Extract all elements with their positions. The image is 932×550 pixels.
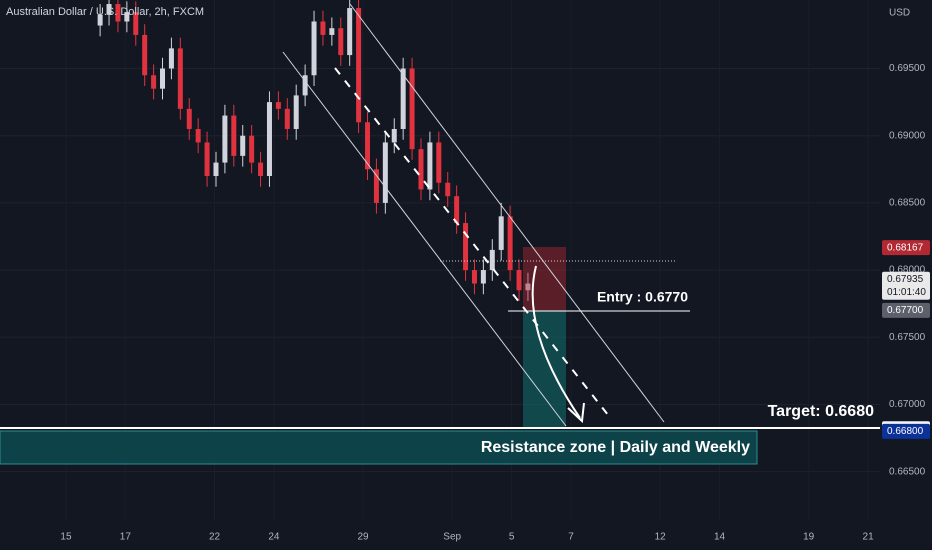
y-tick-label: 0.69000 [889, 130, 926, 141]
price-axis: 0.66500 0.67000 0.67500 0.68000 0.68500 0.690… [60, 63, 930, 543]
candle-body [507, 216, 513, 271]
candle-body [471, 270, 477, 284]
candle-body [320, 21, 326, 35]
candle-body [516, 270, 522, 291]
candle-body [489, 249, 495, 271]
channel-lower [282, 51, 567, 427]
x-tick-label: 17 [120, 532, 132, 543]
price-label: 0.67935 [887, 274, 924, 285]
candle-body [249, 135, 255, 163]
x-tick-label: 14 [714, 532, 726, 543]
zone-label: Resistance zone | Daily and Weekly [481, 439, 750, 456]
candle-body [133, 12, 139, 35]
x-tick-label: 5 [509, 532, 515, 543]
x-tick-label: 22 [209, 532, 221, 543]
y-tick-label: 0.67500 [889, 332, 926, 343]
candle-body [338, 28, 344, 56]
channel-mid [334, 67, 613, 421]
candle-body [124, 12, 130, 22]
candle-body [498, 216, 504, 250]
price-label-box [882, 271, 930, 300]
candle-body [106, 4, 112, 15]
candle-body [275, 102, 281, 109]
drawings: Entry : 0.6770 Target: 0.6680 Resistance… [0, 3, 880, 465]
candle-body [258, 162, 264, 177]
candle-body [293, 95, 299, 129]
candle-body [436, 142, 442, 183]
candle-body [213, 162, 219, 177]
y-tick-label: 0.66500 [889, 466, 926, 477]
y-tick-label: 0.69500 [889, 63, 926, 74]
candle-body [400, 68, 406, 129]
currency: USD [889, 8, 910, 19]
candle-body [382, 142, 388, 203]
candle-body [418, 149, 424, 190]
candle-body [222, 115, 228, 163]
candle-body [347, 8, 353, 56]
y-tick-label: 0.67000 [889, 399, 926, 410]
target-zone [523, 311, 566, 428]
candle-body [115, 4, 121, 22]
candle-body [97, 14, 103, 26]
y-tick-label: 0.68000 [889, 265, 926, 276]
candle-body [195, 128, 201, 143]
candle-body [409, 68, 415, 150]
arrow-head [567, 402, 585, 424]
candle-body [365, 122, 371, 170]
candles [97, 0, 531, 301]
chart-title: Australian Dollar / U.S. Dollar, 2h, FXC… [6, 6, 204, 18]
price-label: 0.66800 [887, 426, 924, 437]
candle-body [445, 182, 451, 197]
candle-body [463, 223, 469, 271]
price-label-box [882, 240, 930, 256]
candle-body [311, 21, 317, 76]
stop-zone [523, 247, 566, 311]
arrow [531, 265, 581, 419]
candle-body [160, 68, 166, 89]
price-label-box [882, 423, 930, 439]
candle-body [186, 108, 192, 129]
x-tick-label: 19 [803, 532, 815, 543]
candle-body [142, 34, 148, 76]
price-label-box [882, 302, 930, 318]
candle-body [204, 142, 210, 177]
candle-body [373, 169, 379, 203]
candle-body [391, 128, 397, 143]
candle-body [525, 283, 531, 291]
x-tick-label: 15 [60, 532, 72, 543]
x-tick-label: 24 [268, 532, 280, 543]
candle-body [454, 196, 460, 224]
countdown: 01:01:40 [887, 287, 926, 298]
candle-body [480, 270, 486, 284]
price-label: 0.68167 [887, 242, 924, 253]
candle-body [284, 108, 290, 129]
candle-body [302, 75, 308, 96]
x-tick-label: 12 [655, 532, 667, 543]
price-label: 0.67700 [887, 305, 924, 316]
candle-body [356, 8, 362, 123]
resistance-zone [0, 430, 758, 465]
x-tick-label: 29 [357, 532, 369, 543]
channel-upper [349, 3, 665, 423]
candle-body [231, 115, 237, 156]
target-label: Target: 0.6680 [768, 403, 875, 420]
candle-body [168, 48, 174, 69]
x-tick-label: Sep [443, 532, 461, 543]
candle-body [240, 135, 246, 156]
candle-body [427, 142, 433, 190]
entry-label: Entry : 0.6770 [597, 289, 688, 305]
x-tick-label: 7 [568, 532, 574, 543]
candle-body [329, 28, 335, 35]
candle-body [266, 102, 272, 177]
y-tick-label: 0.68500 [889, 198, 926, 209]
candle-body [177, 48, 183, 109]
candle-body [151, 75, 157, 89]
x-tick-label: 21 [863, 532, 875, 543]
